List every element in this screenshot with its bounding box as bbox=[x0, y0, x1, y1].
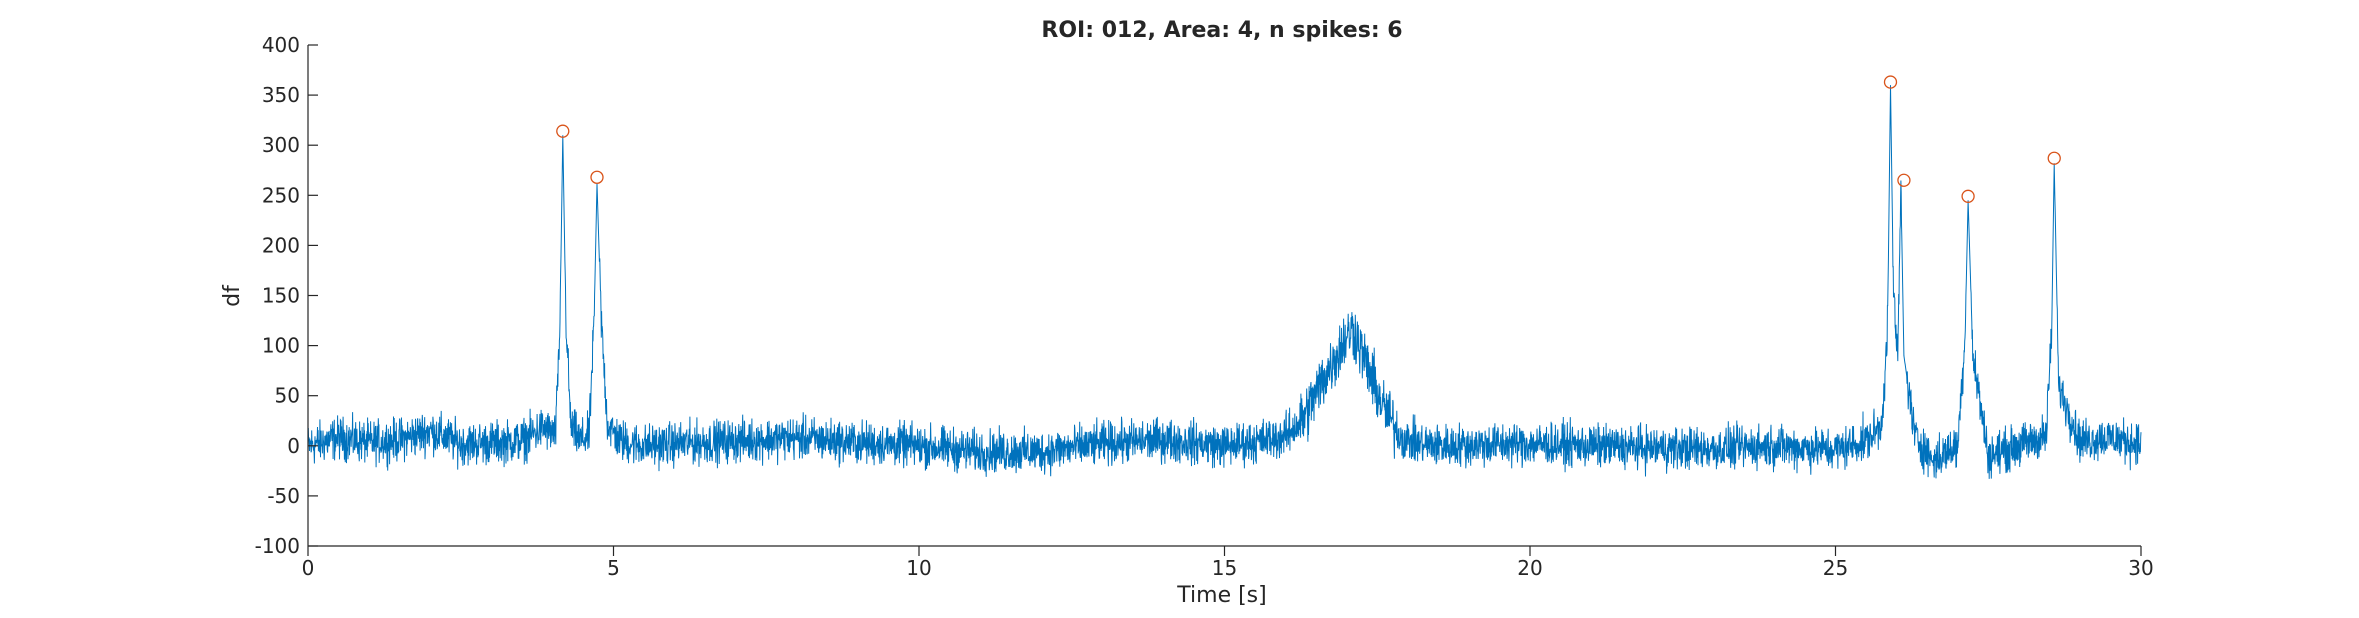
x-tick-label: 15 bbox=[1212, 556, 1237, 580]
x-tick-label: 0 bbox=[302, 556, 315, 580]
spike-marker bbox=[1961, 189, 1975, 203]
y-axis-label: df bbox=[220, 284, 245, 307]
y-tick-label: 250 bbox=[262, 183, 300, 207]
spike-marker bbox=[1897, 173, 1911, 187]
y-tick-label: 150 bbox=[262, 284, 300, 308]
x-tick-label: 20 bbox=[1517, 556, 1542, 580]
spike-marker bbox=[590, 170, 604, 184]
y-tick-label: -100 bbox=[255, 534, 300, 558]
y-tick-label: 200 bbox=[262, 233, 300, 257]
x-tick-label: 25 bbox=[1823, 556, 1848, 580]
chart-title: ROI: 012, Area: 4, n spikes: 6 bbox=[1041, 18, 1402, 43]
y-tick-label: 100 bbox=[262, 334, 300, 358]
spike-marker bbox=[2047, 151, 2061, 165]
y-tick-label: 0 bbox=[287, 434, 300, 458]
x-axis-label: Time [s] bbox=[1176, 583, 1266, 608]
y-tick-label: 350 bbox=[262, 83, 300, 107]
y-tick-label: 300 bbox=[262, 133, 300, 157]
y-tick-label: 400 bbox=[262, 33, 300, 57]
x-tick-label: 30 bbox=[2128, 556, 2153, 580]
series-line bbox=[307, 85, 2142, 479]
x-tick-label: 10 bbox=[906, 556, 931, 580]
y-tick-label: 50 bbox=[275, 384, 300, 408]
spike-marker bbox=[556, 124, 570, 138]
axes: 0 5 10 15 20 25 30 -100 -50 0 50 100 150 200 250 300 350… bbox=[255, 33, 2154, 580]
y-tick-label: -50 bbox=[267, 484, 300, 508]
plot-area bbox=[307, 75, 2142, 479]
spike-marker bbox=[1883, 75, 1898, 89]
x-tick-label: 5 bbox=[607, 556, 620, 580]
